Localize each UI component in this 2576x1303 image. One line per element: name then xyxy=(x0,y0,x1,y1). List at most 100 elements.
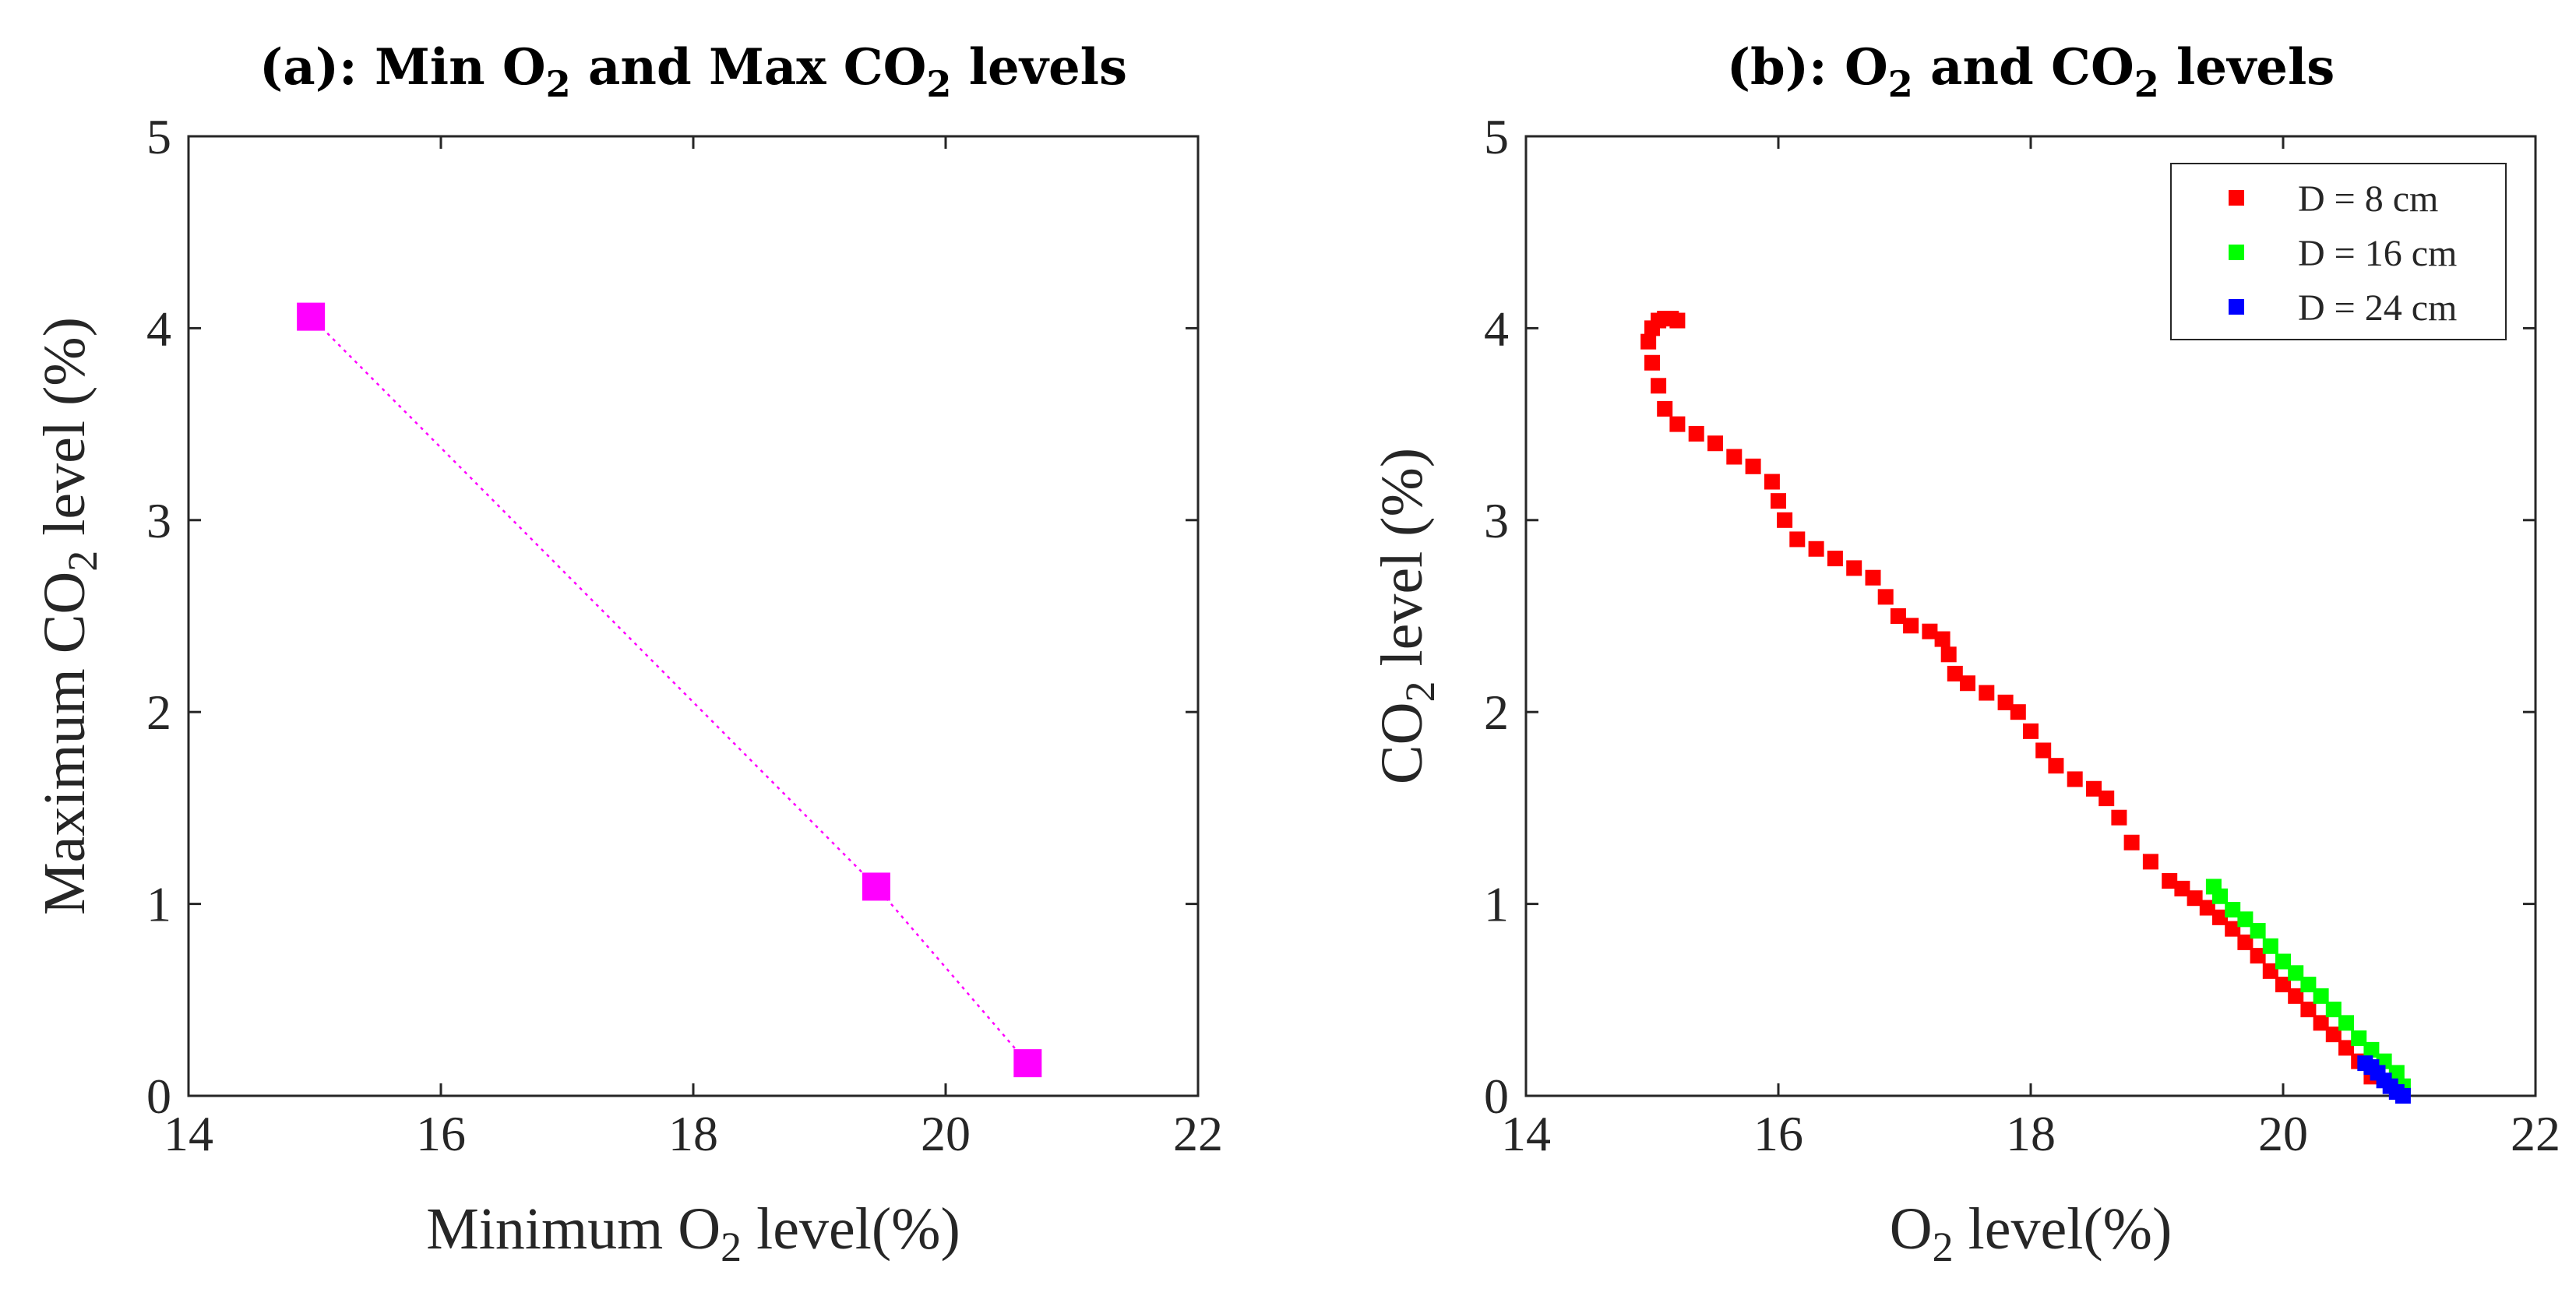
panel-a-x-label-text-1: Minimum O xyxy=(426,1196,721,1262)
panel-b-point-d-8-cm xyxy=(2162,873,2178,889)
panel-a-y-tick-label: 3 xyxy=(146,493,171,548)
panel-b: (b): O2 and CO2 levels 14 16 18 20 22 012345… xyxy=(1369,38,2560,1270)
panel-a-y-label-sub: 2 xyxy=(59,551,106,572)
legend-label-d24: D = 24 cm xyxy=(2298,287,2457,329)
panel-b-x-tick-label: 18 xyxy=(2006,1106,2056,1161)
panel-b-point-d-8-cm xyxy=(2199,900,2215,916)
panel-b-point-d-8-cm xyxy=(1777,512,1793,528)
panel-a-x-label-text-2: level(%) xyxy=(742,1196,960,1262)
panel-b-point-d-8-cm xyxy=(2123,834,2140,850)
panel-b-y-label-text-2: level (%) xyxy=(1369,448,1435,681)
panel-a-x-tick-label: 18 xyxy=(668,1106,718,1161)
panel-a-y-tick-label: 5 xyxy=(146,109,171,164)
panel-b-y-label-sub: 2 xyxy=(1397,681,1443,703)
panel-b-x-tick-label: 20 xyxy=(2258,1106,2308,1161)
panel-b-point-d-8-cm xyxy=(2111,809,2127,826)
panel-b-point-d-8-cm xyxy=(1657,400,1673,417)
panel-b-point-d-8-cm xyxy=(2086,780,2102,797)
panel-b-y-ticks: 0 1 2 3 4 5 xyxy=(1484,109,2535,1124)
panel-b-point-d-16-cm xyxy=(2313,988,2329,1004)
panel-b-point-d-16-cm xyxy=(2237,911,2254,928)
panel-b-point-d-8-cm xyxy=(2035,742,2052,759)
panel-b-x-label-text-1: O xyxy=(1890,1196,1933,1262)
legend-marker-d24 xyxy=(2229,299,2244,315)
panel-b-point-d-8-cm xyxy=(2300,1002,2317,1018)
panel-b-point-d-8-cm xyxy=(2212,909,2228,925)
panel-b-point-d-8-cm xyxy=(1922,623,1938,639)
panel-b-x-tick-label: 14 xyxy=(1501,1106,1551,1161)
panel-a-x-axis-label: Minimum O2 level(%) xyxy=(426,1196,960,1270)
panel-b-point-d-8-cm xyxy=(1979,685,1995,701)
panel-a-title-sub-2: 2 xyxy=(926,63,951,105)
panel-b-point-d-8-cm xyxy=(1903,618,1919,634)
panel-b-title-text-3: levels xyxy=(2159,38,2335,97)
panel-b-point-d-8-cm xyxy=(2099,791,2115,807)
panel-a-y-axis-label: Maximum CO2 level (%) xyxy=(32,317,106,915)
panel-a-x-label-sub: 2 xyxy=(721,1224,742,1270)
panel-b-point-d-8-cm xyxy=(2288,988,2304,1004)
panel-b-point-d-8-cm xyxy=(1651,378,1667,394)
panel-b-point-d-8-cm xyxy=(2187,890,2203,907)
panel-a-y-ticks: 0 1 2 3 4 5 xyxy=(146,109,1198,1124)
panel-a-y-tick-label: 4 xyxy=(146,301,171,356)
panel-b-point-d-8-cm xyxy=(2023,723,2039,739)
panel-b-title: (b): O2 and CO2 levels xyxy=(1727,38,2335,105)
panel-b-x-label-sub: 2 xyxy=(1933,1224,1954,1270)
panel-b-point-d-8-cm xyxy=(2067,771,2083,787)
panel-b-point-d-8-cm xyxy=(2262,963,2278,979)
panel-b-point-d-8-cm xyxy=(2275,977,2291,993)
panel-b-point-d-8-cm xyxy=(1726,449,1743,465)
panel-a-title-text-1: (a): Min O xyxy=(259,38,546,97)
panel-b-y-tick-label: 1 xyxy=(1484,877,1509,932)
legend-label-d16: D = 16 cm xyxy=(2298,233,2457,274)
panel-a-x-tick-label: 22 xyxy=(1173,1106,1223,1161)
panel-b-point-d-8-cm xyxy=(2325,1027,2342,1043)
panel-b-point-d-24-cm xyxy=(2395,1088,2411,1104)
panel-b-point-d-8-cm xyxy=(1669,416,1686,432)
panel-b-point-d-8-cm xyxy=(2250,948,2266,964)
panel-b-point-d-16-cm xyxy=(2300,977,2317,993)
panel-b-point-d-8-cm xyxy=(1846,560,1862,576)
panel-a-series xyxy=(297,302,1042,1078)
panel-a-y-label-text-1: Maximum CO xyxy=(32,572,97,915)
panel-b-point-d-16-cm xyxy=(2275,953,2291,970)
panel-b-point-d-8-cm xyxy=(1745,458,1761,474)
panel-b-point-d-8-cm xyxy=(2313,1015,2329,1031)
panel-b-point-d-8-cm xyxy=(1947,665,1963,681)
panel-b-title-text-1: (b): O xyxy=(1727,38,1888,97)
panel-a-point-series xyxy=(1013,1049,1042,1078)
panel-b-series xyxy=(1640,311,2411,1104)
panel-b-point-d-8-cm xyxy=(1640,333,1657,350)
panel-b-point-d-16-cm xyxy=(2225,901,2241,917)
panel-a-point-series xyxy=(297,302,326,331)
panel-b-title-sub-2: 2 xyxy=(2134,63,2159,105)
panel-a-plot-area xyxy=(187,135,1200,1097)
panel-b-point-d-8-cm xyxy=(1865,569,1881,586)
panel-b-point-d-8-cm xyxy=(1688,425,1704,442)
panel-b-point-d-16-cm xyxy=(2250,923,2266,939)
panel-b-y-tick-label: 2 xyxy=(1484,685,1509,740)
panel-b-point-d-8-cm xyxy=(1960,675,1975,692)
panel-b-point-d-8-cm xyxy=(1764,474,1780,490)
panel-b-x-label-text-2: level(%) xyxy=(1954,1196,2173,1262)
panel-b-point-d-16-cm xyxy=(2351,1030,2367,1047)
panel-a-title-text-3: levels xyxy=(951,38,1127,97)
panel-b-y-tick-label: 0 xyxy=(1484,1069,1509,1124)
panel-b-x-tick-label: 22 xyxy=(2511,1106,2560,1161)
panel-b-point-d-8-cm xyxy=(2142,854,2158,870)
panel-b-x-axis-label: O2 level(%) xyxy=(1890,1196,2173,1270)
panel-b-point-d-16-cm xyxy=(2288,965,2304,981)
panel-b-point-d-8-cm xyxy=(1644,320,1660,336)
panel-b-y-label-text-1: CO xyxy=(1369,703,1435,785)
panel-b-y-tick-label: 5 xyxy=(1484,109,1509,164)
panel-a-y-tick-label: 0 xyxy=(146,1069,171,1124)
panel-b-point-d-16-cm xyxy=(2212,888,2228,904)
panel-b-x-tick-label: 16 xyxy=(1753,1106,1803,1161)
panel-a-title: (a): Min O2 and Max CO2 levels xyxy=(259,38,1127,105)
panel-a-y-tick-label: 1 xyxy=(146,877,171,932)
panel-a-y-tick-label: 2 xyxy=(146,685,171,740)
panel-b-point-d-8-cm xyxy=(2338,1040,2354,1056)
panel-b-legend: D = 8 cm D = 16 cm D = 24 cm xyxy=(2170,163,2507,340)
panel-a: (a): Min O2 and Max CO2 levels 14 16 18 20 2… xyxy=(32,38,1223,1270)
legend-label-d8: D = 8 cm xyxy=(2298,178,2438,220)
